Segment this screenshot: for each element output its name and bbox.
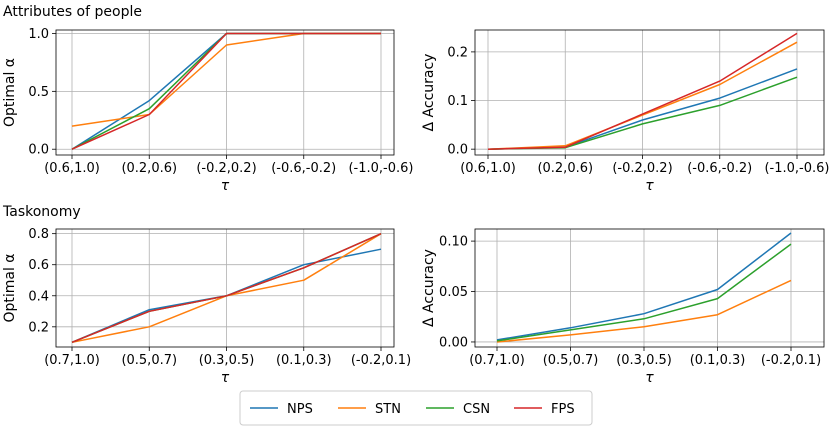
y-tick-label: 0.0 <box>28 143 49 158</box>
x-tick-label: (-1.0,-0.6) <box>348 161 413 176</box>
legend-frame <box>239 390 593 426</box>
x-axis-label: τ <box>645 370 654 386</box>
x-axis-label: τ <box>645 178 654 194</box>
y-tick-label: 0.10 <box>439 235 468 250</box>
plot-frame <box>55 29 395 156</box>
y-axis-label: Δ Accuracy <box>421 249 437 327</box>
charts-area: (0.6,1.0) (0.2,0.6) (-0.2,0.2) (-0.6,-0.2) (… <box>2 27 830 386</box>
y-axis-label: Δ Accuracy <box>421 54 437 132</box>
y-tick-label: 0.8 <box>28 227 49 242</box>
x-tick-label: (0.2,0.6) <box>121 161 177 176</box>
section-title-attributes: Attributes of people <box>3 4 142 20</box>
series-line-csn <box>496 243 792 342</box>
legend-entry-fps: FPS <box>514 402 575 417</box>
series-line-fps <box>71 32 381 150</box>
x-tick-label: (-0.6,-0.2) <box>687 161 752 176</box>
y-tick-label: 1.0 <box>28 27 49 42</box>
x-tick-label: (0.1,0.3) <box>690 353 746 368</box>
plot-frame <box>474 29 825 156</box>
legend-label: CSN <box>463 402 490 417</box>
x-tick-label: (-0.2,0.2) <box>196 161 256 176</box>
x-tick-label: (0.1,0.3) <box>276 353 332 368</box>
y-tick-label: 0.1 <box>447 94 468 109</box>
series-line-fps <box>487 32 798 150</box>
legend-label: NPS <box>287 402 313 417</box>
chart-2: (0.6,1.0) (0.2,0.6) (-0.2,0.2) (-0.6,-0.2) (… <box>421 29 830 194</box>
x-tick-label: (-0.2,0.2) <box>612 161 672 176</box>
x-tick-label: (0.5,0.7) <box>543 353 599 368</box>
y-axis-label: Optimal α <box>2 58 18 127</box>
x-tick-label: (0.7,1.0) <box>469 353 525 368</box>
legend: NPS STN CSN FPS <box>239 390 593 426</box>
y-tick-label: 0.4 <box>28 289 49 304</box>
plot-frame <box>55 228 395 348</box>
legend-entry-csn: CSN <box>426 402 490 417</box>
x-tick-label: (-0.2,0.1) <box>351 353 411 368</box>
y-axis-label: Optimal α <box>2 253 18 322</box>
y-tick-label: 0.5 <box>28 85 49 100</box>
x-tick-label: (-0.6,-0.2) <box>271 161 336 176</box>
series-line-fps <box>71 233 382 343</box>
x-axis-label: τ <box>221 370 230 386</box>
y-tick-label: 0.00 <box>439 335 468 350</box>
x-tick-label: (0.3,0.5) <box>199 353 255 368</box>
legend-label: STN <box>375 402 401 417</box>
x-tick-label: (0.3,0.5) <box>616 353 672 368</box>
series-line-stn <box>487 41 798 150</box>
y-tick-label: 0.2 <box>447 45 468 60</box>
x-tick-label: (0.7,1.0) <box>44 353 100 368</box>
section-title-taskonomy: Taskonomy <box>2 204 81 220</box>
x-tick-label: (-0.2,0.1) <box>761 353 821 368</box>
x-tick-label: (0.6,1.0) <box>460 161 516 176</box>
chart-4: (0.7,1.0) (0.5,0.7) (0.3,0.5) (0.1,0.3) (-0.… <box>421 228 825 386</box>
y-tick-label: 0.6 <box>28 258 49 273</box>
y-tick-label: 0.2 <box>28 320 49 335</box>
x-tick-label: (0.5,0.7) <box>121 353 177 368</box>
chart-1: (0.6,1.0) (0.2,0.6) (-0.2,0.2) (-0.6,-0.2) (… <box>2 27 414 194</box>
legend-entry-stn: STN <box>338 402 401 417</box>
x-tick-label: (-1.0,-0.6) <box>764 161 829 176</box>
y-tick-label: 0.0 <box>447 143 468 158</box>
x-axis-label: τ <box>221 178 230 194</box>
legend-label: FPS <box>551 402 575 417</box>
chart-3: (0.7,1.0) (0.5,0.7) (0.3,0.5) (0.1,0.3) (-0.… <box>2 227 411 386</box>
series-line-nps <box>496 232 792 341</box>
series-line-stn <box>496 279 792 343</box>
plot-frame <box>474 228 825 348</box>
x-tick-label: (0.6,1.0) <box>44 161 100 176</box>
legend-entry-nps: NPS <box>250 402 313 417</box>
x-tick-label: (0.2,0.6) <box>537 161 593 176</box>
y-tick-label: 0.05 <box>439 285 468 300</box>
